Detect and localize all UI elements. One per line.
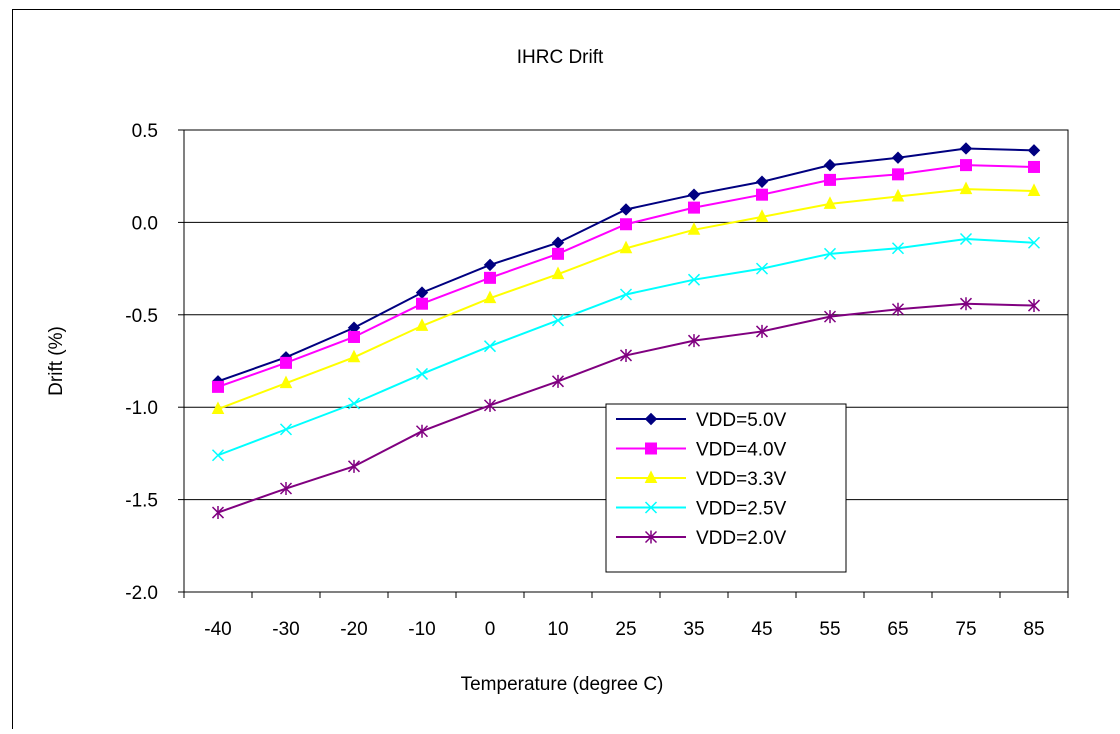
series-1-point-9 bbox=[825, 174, 836, 185]
series-1-point-8-shape bbox=[757, 189, 768, 200]
series-1-point-8 bbox=[757, 189, 768, 200]
y-tick-label-5: -2.0 bbox=[125, 583, 158, 604]
legend-label-0: VDD=5.0V bbox=[696, 410, 787, 431]
x-axis-label: Temperature (degree C) bbox=[461, 674, 664, 695]
series-1-point-0 bbox=[213, 381, 224, 392]
legend-label-4: VDD=2.0V bbox=[696, 528, 787, 549]
series-1-point-12-shape bbox=[1029, 161, 1040, 172]
series-1-point-2 bbox=[349, 331, 360, 342]
series-1-point-3 bbox=[417, 298, 428, 309]
series-1-point-12 bbox=[1029, 161, 1040, 172]
x-tick-label-1: -30 bbox=[272, 619, 299, 640]
legend: VDD=5.0V VDD=4.0V VDD=3.3V VDD=2.5V VDD=2.0V bbox=[606, 404, 846, 572]
series-1-point-11 bbox=[961, 160, 972, 171]
chart-title: IHRC Drift bbox=[517, 47, 604, 68]
series-1-point-10 bbox=[893, 169, 904, 180]
series-1-point-1 bbox=[281, 357, 292, 368]
y-tick-label-3: -1.0 bbox=[125, 398, 158, 419]
series-1-point-4-shape bbox=[485, 272, 496, 283]
y-tick-label-0: 0.5 bbox=[132, 121, 158, 142]
series-1-point-2-shape bbox=[349, 331, 360, 342]
x-tick-label-6: 25 bbox=[615, 619, 636, 640]
series-1-point-4 bbox=[485, 272, 496, 283]
x-tick-label-5: 10 bbox=[547, 619, 568, 640]
legend-label-3: VDD=2.5V bbox=[696, 499, 787, 520]
x-tick-label-10: 65 bbox=[887, 619, 908, 640]
series-1-point-5-shape bbox=[553, 248, 564, 259]
x-tick-label-3: -10 bbox=[408, 619, 435, 640]
x-tick-label-8: 45 bbox=[751, 619, 772, 640]
series-1-point-1-shape bbox=[281, 357, 292, 368]
series-1-point-7 bbox=[689, 202, 700, 213]
series-1-point-3-shape bbox=[417, 298, 428, 309]
x-tick-label-7: 35 bbox=[683, 619, 704, 640]
series-1-point-11-shape bbox=[961, 160, 972, 171]
x-tick-label-0: -40 bbox=[204, 619, 231, 640]
x-tick-label-2: -20 bbox=[340, 619, 367, 640]
x-tick-label-9: 55 bbox=[819, 619, 840, 640]
legend-label-1: VDD=4.0V bbox=[696, 440, 787, 461]
series-1-point-7-shape bbox=[689, 202, 700, 213]
series-1-point-9-shape bbox=[825, 174, 836, 185]
y-axis-label: Drift (%) bbox=[46, 326, 67, 396]
y-tick-label-2: -0.5 bbox=[125, 306, 158, 327]
series-1-point-10-shape bbox=[893, 169, 904, 180]
series-1-point-5 bbox=[553, 248, 564, 259]
legend-marker-1-shape bbox=[646, 443, 657, 454]
y-tick-label-1: 0.0 bbox=[132, 213, 158, 234]
legend-label-2: VDD=3.3V bbox=[696, 469, 787, 490]
x-tick-label-12: 85 bbox=[1023, 619, 1044, 640]
x-tick-label-4: 0 bbox=[485, 619, 496, 640]
series-1-point-0-shape bbox=[213, 381, 224, 392]
series-1-point-6 bbox=[621, 219, 632, 230]
y-tick-label-4: -1.5 bbox=[125, 491, 158, 512]
legend-marker-1 bbox=[646, 443, 657, 454]
series-1-point-6-shape bbox=[621, 219, 632, 230]
x-tick-label-11: 75 bbox=[955, 619, 976, 640]
